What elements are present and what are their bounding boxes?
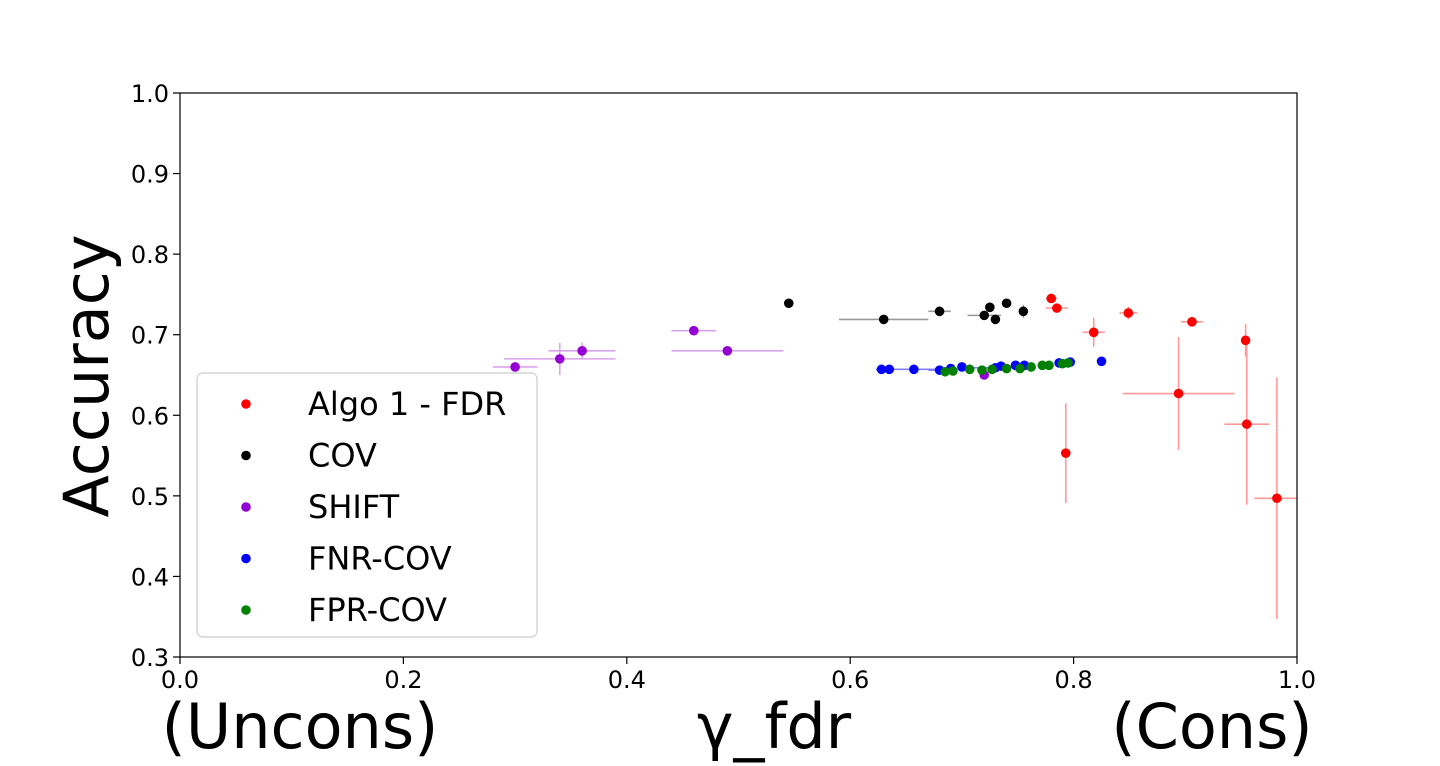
data-point	[689, 325, 699, 336]
data-point	[1018, 306, 1029, 317]
data-point	[1015, 363, 1025, 374]
data-point	[1063, 358, 1073, 368]
legend-label: SHIFT	[308, 488, 400, 526]
y-tick-label: 0.4	[131, 563, 169, 591]
legend-label: Algo 1 - FDR	[308, 385, 506, 423]
data-point	[577, 346, 587, 356]
data-point	[948, 366, 958, 376]
data-point	[1026, 362, 1036, 372]
data-point	[1241, 419, 1252, 429]
data-point	[979, 310, 990, 321]
y-tick-label: 0.5	[131, 483, 169, 511]
data-point	[1240, 335, 1251, 346]
plot-frame	[179, 92, 1298, 658]
legend-marker	[241, 502, 251, 512]
data-point	[987, 364, 997, 375]
legend-box	[196, 372, 538, 638]
data-point	[985, 302, 995, 313]
data-point	[964, 364, 975, 375]
y-tick-label: 1.0	[131, 80, 169, 108]
x-tick-label: 0.8	[1055, 666, 1093, 694]
y-tick-label: 0.8	[131, 241, 169, 269]
data-point	[909, 364, 919, 375]
x-tick-label: 0.2	[384, 666, 422, 694]
data-points	[510, 293, 1282, 504]
x-tick-label: 0.6	[831, 666, 869, 694]
legend-label: FPR-COV	[308, 591, 447, 629]
data-point	[1052, 303, 1062, 313]
x-tick-label: 0.4	[608, 666, 646, 694]
y-tick-label: 0.9	[131, 161, 169, 189]
data-point	[940, 366, 950, 377]
data-point	[1046, 293, 1057, 304]
data-point	[1123, 308, 1134, 318]
data-point	[1088, 327, 1099, 338]
data-point	[510, 362, 520, 372]
legend-marker	[241, 450, 251, 461]
x-tick-label: 1.0	[1278, 666, 1316, 694]
x-tick-label: 0.0	[161, 666, 199, 694]
x-axis-label-right: (Cons)	[1111, 690, 1312, 763]
data-point	[554, 354, 565, 364]
data-point	[1001, 298, 1012, 309]
data-point	[1096, 356, 1107, 367]
x-axis-label: γ_fdr	[697, 690, 852, 763]
y-tick-label: 0.3	[131, 644, 169, 672]
data-point	[783, 298, 794, 309]
data-point	[1173, 388, 1184, 399]
legend-marker	[241, 553, 251, 564]
data-point	[977, 365, 987, 375]
data-point	[1001, 363, 1012, 374]
data-point	[876, 364, 887, 375]
error-bars	[492, 295, 1297, 620]
legend-label: COV	[308, 437, 377, 475]
x-axis-label-left: (Uncons)	[162, 690, 439, 763]
legend-label: FNR-COV	[308, 540, 452, 578]
data-point	[1037, 360, 1048, 371]
data-point	[1187, 317, 1197, 327]
data-point	[934, 306, 945, 317]
data-point	[957, 362, 967, 372]
data-point	[1060, 448, 1071, 458]
legend-marker	[241, 605, 251, 615]
data-point	[722, 346, 733, 356]
y-tick-label: 0.7	[131, 322, 169, 350]
data-point	[884, 364, 895, 375]
axis-ticks: 0.0 0.2 0.4 0.6 0.8 1.0 0.3 0.4 0.5 0.6 0.7 0.8 0.9 1…	[131, 80, 1316, 694]
data-point	[1272, 493, 1282, 504]
data-point	[990, 314, 1001, 325]
y-tick-label: 0.6	[131, 402, 169, 430]
legend-marker	[241, 399, 251, 409]
y-axis-label: Accuracy	[50, 234, 123, 517]
data-point	[878, 314, 889, 325]
data-point	[1044, 360, 1054, 371]
legend: Algo 1 - FDR COV SHIFT FNR-COV FPR-COV	[196, 372, 538, 638]
